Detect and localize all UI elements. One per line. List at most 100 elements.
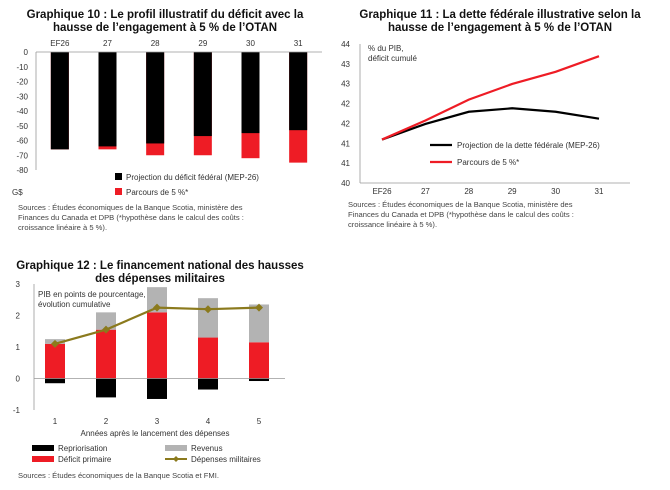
chart12-legend-swatch	[32, 445, 54, 451]
chart12-xtick-label: 1	[53, 417, 58, 426]
chart12-military-point	[102, 325, 110, 334]
chart10-xtick-label: 28	[151, 39, 160, 48]
chart12-bar-repriorisation	[198, 378, 218, 390]
chart11-xtick-label: 28	[464, 187, 473, 196]
chart10-bar-black	[146, 52, 165, 144]
chart11-series-line	[381, 55, 600, 141]
chart12-bar-revenus	[198, 298, 218, 338]
chart12-bar-revenus	[147, 287, 167, 313]
chart10-xtick-label: 30	[246, 39, 255, 48]
chart10-ylabel: G$	[12, 188, 23, 197]
chart12-military-point	[204, 305, 212, 314]
chart12-legend-marker	[173, 456, 179, 462]
chart12-ytick-label: 1	[16, 343, 21, 352]
chart10-ytick-label: -50	[16, 122, 28, 131]
chart10-source-line1: Sources : Études économiques de la Banqu…	[18, 203, 243, 212]
chart12-bar-deficit	[96, 329, 116, 379]
chart11-xtick-label: 27	[421, 187, 430, 196]
chart11-title: Graphique 11 : La dette fédérale illustr…	[340, 9, 660, 35]
chart10-xtick-label: 27	[103, 39, 112, 48]
chart12-bar-deficit	[249, 342, 269, 379]
chart11-source-line1: Sources : Études économiques de la Banqu…	[348, 200, 573, 209]
chart11-source: Sources : Études économiques de la Banqu…	[348, 200, 648, 230]
chart11-ytick-label: 40	[341, 179, 350, 188]
chart11-plot: 44 43 43 42 42 41 41 40 EF26 27 28 29 30 31 % du PIB,d…	[341, 40, 630, 196]
chart11-ytick-label: 42	[341, 119, 350, 128]
chart11-source-line2: Finances du Canada et DPB (*hypothèse da…	[348, 210, 574, 219]
chart10-legend-swatch	[115, 173, 122, 180]
chart10-plot: 0 -10 -20 -30 -40 -50 -60 -70 -80 EF26 27 28 29 30 31 G…	[12, 39, 322, 197]
chart12-xtick-label: 3	[155, 417, 160, 426]
chart11-ytick-label: 41	[341, 159, 350, 168]
chart10-ytick-label: -20	[16, 78, 28, 87]
chart11-ytick-label: 43	[341, 80, 350, 89]
chart12-military-point	[153, 303, 161, 312]
chart12-bar-revenus	[249, 304, 269, 343]
chart12-bar-repriorisation	[45, 378, 65, 384]
chart12-legend-label: Repriorisation	[58, 444, 107, 453]
chart11-xtick-label: 30	[551, 187, 560, 196]
chart10-title: Graphique 10 : Le profil illustratif du …	[10, 9, 320, 35]
chart12-ytick-label: -1	[13, 406, 21, 415]
chart11-xtick-label: 31	[595, 187, 604, 196]
chart12-ytick-label: 3	[16, 280, 21, 289]
chart10-legend-label: Projection du déficit fédéral (MEP-26)	[126, 173, 259, 182]
chart12-source: Sources : Études économiques de la Banqu…	[18, 471, 318, 481]
chart12-military-point	[51, 339, 59, 348]
chart12-ytick-label: 0	[16, 375, 21, 384]
chart12-ylabel-line1: PIB en points de pourcentage,	[38, 290, 146, 299]
chart11-ylabel-line2: déficit cumulé	[368, 54, 417, 63]
chart10-bar-black	[50, 52, 69, 150]
chart12-legend-label: Déficit primaire	[58, 455, 112, 464]
chart10-ytick-label: -10	[16, 63, 28, 72]
chart11-ytick-label: 42	[341, 100, 350, 109]
chart10-title-line2: hausse de l’engagement à 5 % de l’OTAN	[52, 22, 278, 34]
chart10-ytick-label: -60	[16, 137, 28, 146]
chart11-xtick-label: 29	[508, 187, 517, 196]
chart10-bar-black	[98, 52, 117, 147]
chart12-xtick-label: 5	[257, 417, 262, 426]
chart10-ytick-label: -40	[16, 107, 28, 116]
chart11-ylabel-line1: % du PIB,	[368, 44, 404, 53]
chart12-ylabel-line2: évolution cumulative	[38, 300, 111, 309]
chart11-source-line3: croissance linéaire à 5 %).	[348, 220, 438, 229]
chart10-source: Sources : Études économiques de la Banqu…	[18, 203, 318, 233]
chart12-xtick-label: 2	[104, 417, 109, 426]
chart10-source-line3: croissance linéaire à 5 %).	[18, 223, 108, 232]
chart12-legend-label: Revenus	[191, 444, 223, 453]
chart12-legend-swatch	[165, 445, 187, 451]
chart11-ytick-label: 44	[341, 40, 350, 49]
chart10-ytick-label: -80	[16, 166, 28, 175]
chart12-ytick-label: 2	[16, 312, 21, 321]
chart12-legend-label: Dépenses militaires	[191, 455, 261, 464]
chart10-ytick-label: -70	[16, 151, 28, 160]
chart12-bar-deficit	[147, 312, 167, 379]
chart12-bar-deficit	[45, 343, 65, 379]
chart11-ytick-label: 43	[341, 60, 350, 69]
chart11-xtick-label: EF26	[372, 187, 392, 196]
chart11-legend-label: Parcours de 5 %*	[457, 158, 519, 167]
chart12-military-point	[255, 303, 263, 312]
chart12-bar-repriorisation	[147, 378, 167, 399]
chart12-xlabel: Années après le lancement des dépenses	[81, 429, 230, 438]
chart10-title-line1: Graphique 10 : Le profil illustratif du …	[26, 9, 304, 21]
chart12-bar-repriorisation	[96, 378, 116, 398]
chart12-title-line1: Graphique 12 : Le financement national d…	[16, 260, 304, 272]
chart10-source-line2: Finances du Canada et DPB (*hypothèse da…	[18, 213, 244, 222]
chart10-ytick-label: 0	[24, 48, 29, 57]
chart10-xtick-label: 31	[294, 39, 303, 48]
chart12-title-line2: des dépenses militaires	[95, 273, 225, 285]
chart12-bar-revenus	[96, 312, 116, 330]
chart12-bar-repriorisation	[249, 378, 269, 382]
chart10-legend-swatch	[115, 188, 122, 195]
chart12-legend-swatch	[32, 456, 54, 462]
chart12-bar-deficit	[198, 337, 218, 379]
chart10-xtick-label: EF26	[50, 39, 70, 48]
chart10-xtick-label: 29	[198, 39, 207, 48]
chart12-title: Graphique 12 : Le financement national d…	[10, 260, 310, 286]
chart10-bar-black	[193, 52, 212, 137]
chart11-title-line1: Graphique 11 : La dette fédérale illustr…	[359, 9, 641, 21]
chart10-ytick-label: -30	[16, 92, 28, 101]
chart10-legend-label: Parcours de 5 %*	[126, 188, 188, 197]
chart11-legend-label: Projection de la dette fédérale (MEP-26)	[457, 141, 600, 150]
